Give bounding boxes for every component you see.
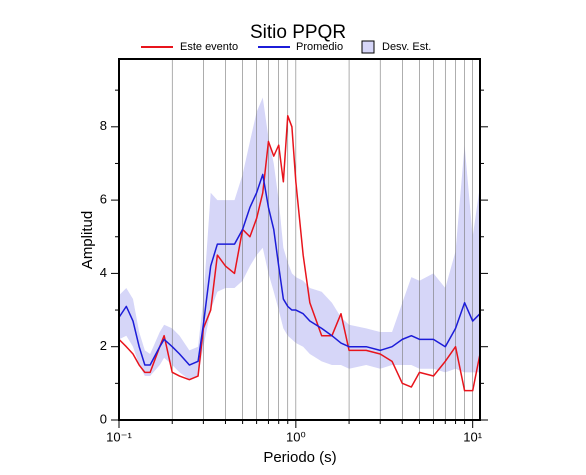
y-tick-label: 6: [100, 192, 107, 207]
y-tick-label: 0: [100, 411, 107, 426]
y-tick-label: 4: [100, 265, 107, 280]
y-axis-label: Amplitud: [79, 211, 96, 269]
y-tick-label: 2: [100, 338, 107, 353]
series-line: [118, 173, 481, 366]
chart-title: Sitio PPQR: [250, 22, 346, 43]
series-line: [118, 115, 481, 392]
x-axis-label: Periodo (s): [263, 449, 336, 466]
x-tick-label: 10⁰: [286, 429, 306, 444]
x-tick-label: 10¹: [463, 429, 482, 444]
y-tick-label: 8: [100, 118, 107, 133]
legend-label: Desv. Est.: [382, 41, 431, 53]
plot-frame: [118, 58, 481, 421]
legend-label: Promedio: [296, 41, 343, 53]
legend-swatch-band: [361, 40, 375, 54]
std-band: [119, 97, 480, 380]
legend-label: Este evento: [180, 41, 238, 53]
x-tick-label: 10⁻¹: [106, 429, 132, 444]
